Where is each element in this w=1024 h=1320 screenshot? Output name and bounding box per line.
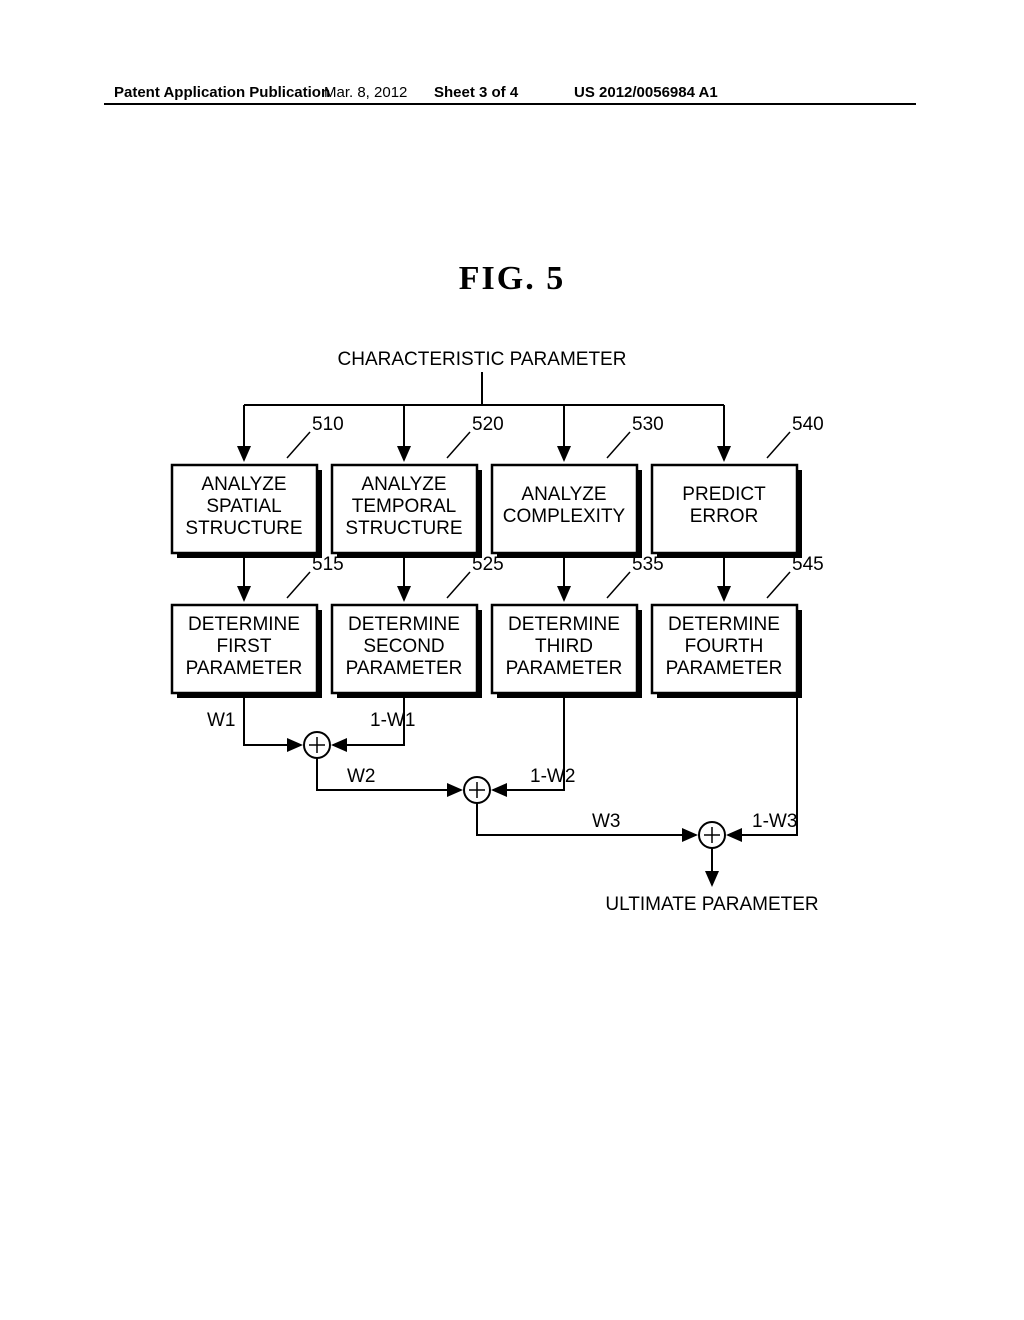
box-535-l1: DETERMINE	[508, 614, 620, 635]
sum-node-2	[464, 777, 490, 803]
box-525-l2: SECOND	[363, 636, 444, 657]
box-530-l2: COMPLEXITY	[503, 506, 626, 527]
box-520-l1: ANALYZE	[361, 474, 446, 495]
ref-520: 520	[472, 414, 504, 435]
box-525-l1: DETERMINE	[348, 614, 460, 635]
ref-515: 515	[312, 554, 344, 575]
box-535-l2: THIRD	[535, 636, 593, 657]
header-sheet: Sheet 3 of 4	[434, 84, 518, 101]
box-515-l3: PARAMETER	[186, 658, 303, 679]
sum-node-3	[699, 822, 725, 848]
box-510-l2: SPATIAL	[206, 496, 281, 517]
input-label: CHARACTERISTIC PARAMETER	[338, 350, 627, 370]
ref-545: 545	[792, 554, 824, 575]
box-525-l3: PARAMETER	[346, 658, 463, 679]
ref-540: 540	[792, 414, 824, 435]
output-label: ULTIMATE PARAMETER	[605, 894, 818, 915]
w3c-label: 1-W3	[752, 811, 797, 832]
w1c-label: 1-W1	[370, 710, 415, 731]
box-520-l3: STRUCTURE	[345, 518, 462, 539]
header-rule	[104, 103, 916, 105]
box-510-l1: ANALYZE	[201, 474, 286, 495]
ref-535: 535	[632, 554, 664, 575]
ref-530: 530	[632, 414, 664, 435]
w2c-label: 1-W2	[530, 766, 575, 787]
flowchart: CHARACTERISTIC PARAMETER ANALYZE SPATIAL…	[112, 350, 912, 970]
header-pub: Patent Application Publication	[114, 84, 330, 101]
box-535-l3: PARAMETER	[506, 658, 623, 679]
box-545-l3: PARAMETER	[666, 658, 783, 679]
box-530-l1: ANALYZE	[521, 484, 606, 505]
w2-label: W2	[347, 766, 376, 787]
figure-title: FIG. 5	[0, 260, 1024, 298]
header-date: Mar. 8, 2012	[324, 84, 407, 101]
ref-510: 510	[312, 414, 344, 435]
box-515-l1: DETERMINE	[188, 614, 300, 635]
box-515-l2: FIRST	[217, 636, 272, 657]
box-540-l1: PREDICT	[682, 484, 766, 505]
box-520-l2: TEMPORAL	[352, 496, 457, 517]
sum-node-1	[304, 732, 330, 758]
header-pubno: US 2012/0056984 A1	[574, 84, 718, 101]
box-540-l2: ERROR	[690, 506, 759, 527]
box-545-l2: FOURTH	[685, 636, 764, 657]
ref-525: 525	[472, 554, 504, 575]
box-545-l1: DETERMINE	[668, 614, 780, 635]
w1-label: W1	[207, 710, 236, 731]
w3-label: W3	[592, 811, 621, 832]
box-510-l3: STRUCTURE	[185, 518, 302, 539]
